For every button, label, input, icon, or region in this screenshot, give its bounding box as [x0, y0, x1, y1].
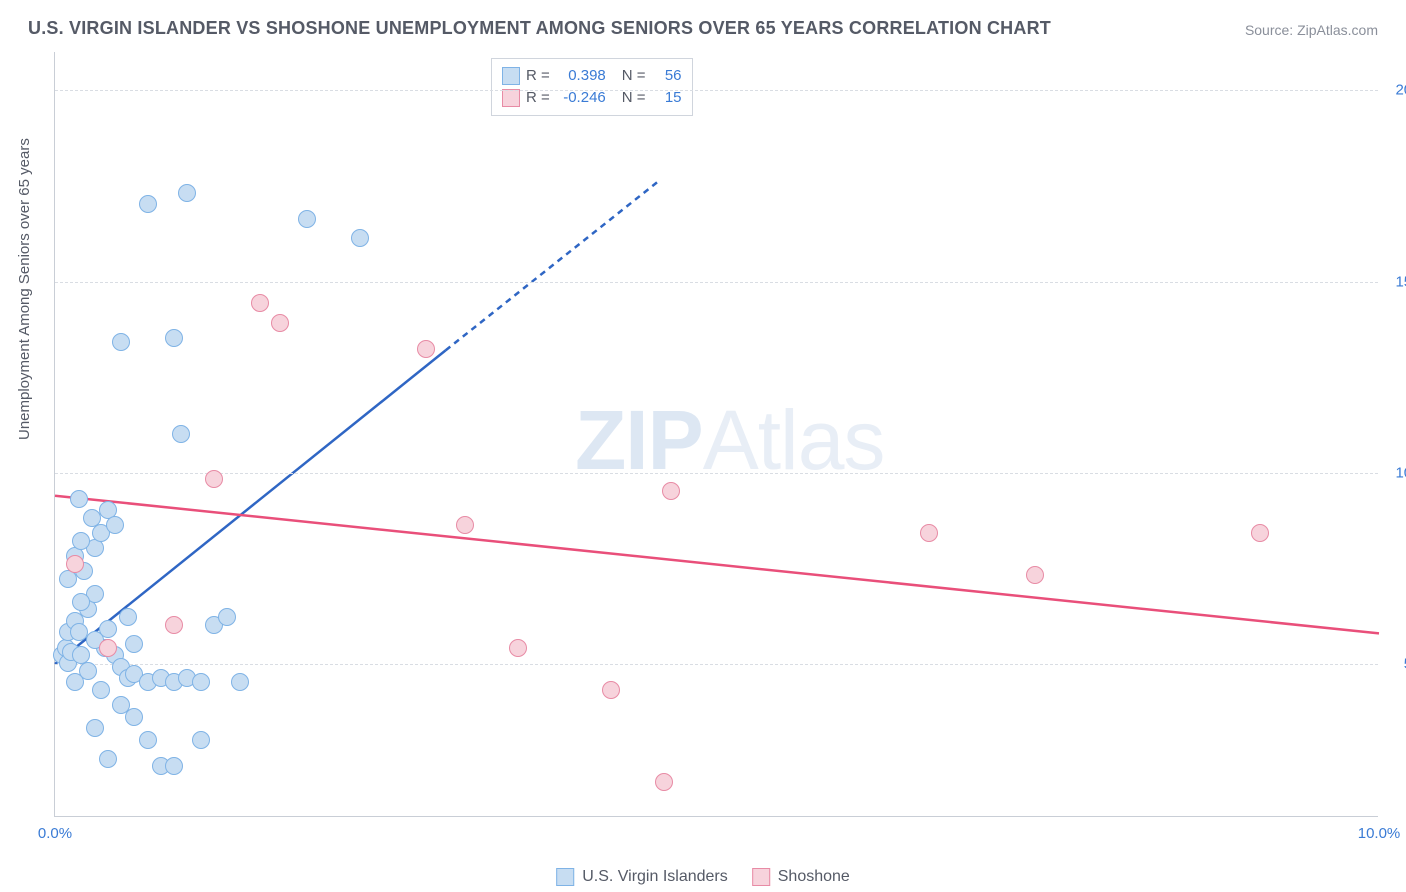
- legend-swatch: [502, 67, 520, 85]
- series-legend-item: U.S. Virgin Islanders: [556, 868, 728, 886]
- legend-swatch: [502, 89, 520, 107]
- data-point: [139, 195, 157, 213]
- data-point: [655, 773, 673, 791]
- data-point: [86, 719, 104, 737]
- data-point: [192, 673, 210, 691]
- chart-title: U.S. VIRGIN ISLANDER VS SHOSHONE UNEMPLO…: [28, 18, 1051, 39]
- legend-swatch: [556, 868, 574, 886]
- data-point: [218, 608, 236, 626]
- legend-r-value: 0.398: [556, 65, 606, 87]
- data-point: [1026, 566, 1044, 584]
- data-point: [251, 294, 269, 312]
- data-point: [66, 555, 84, 573]
- plot-area: ZIPAtlas R =0.398N =56R =-0.246N =15 5.0…: [54, 52, 1378, 817]
- stats-legend-row: R = 0.398 N = 56: [502, 65, 682, 87]
- gridline: [55, 90, 1378, 91]
- data-point: [165, 757, 183, 775]
- legend-n-value: 56: [652, 65, 682, 87]
- series-legend-item: Shoshone: [752, 868, 850, 886]
- data-point: [99, 620, 117, 638]
- data-point: [271, 314, 289, 332]
- data-point: [125, 708, 143, 726]
- data-point: [66, 673, 84, 691]
- chart-svg: [55, 52, 1378, 816]
- data-point: [509, 639, 527, 657]
- data-point: [119, 608, 137, 626]
- stats-legend: R =0.398N =56R =-0.246N =15: [491, 58, 693, 116]
- source-label: Source: ZipAtlas.com: [1245, 22, 1378, 38]
- data-point: [112, 333, 130, 351]
- data-point: [125, 635, 143, 653]
- y-tick-label: 15.0%: [1384, 273, 1406, 290]
- data-point: [456, 516, 474, 534]
- data-point: [1251, 524, 1269, 542]
- data-point: [192, 731, 210, 749]
- data-point: [417, 340, 435, 358]
- data-point: [178, 184, 196, 202]
- x-tick-label: 0.0%: [38, 825, 72, 842]
- series-legend: U.S. Virgin Islanders Shoshone: [556, 868, 850, 886]
- legend-n-label: N =: [622, 65, 646, 87]
- gridline: [55, 473, 1378, 474]
- data-point: [298, 210, 316, 228]
- data-point: [172, 425, 190, 443]
- gridline: [55, 664, 1378, 665]
- x-tick-label: 10.0%: [1358, 825, 1401, 842]
- data-point: [920, 524, 938, 542]
- data-point: [231, 673, 249, 691]
- data-point: [351, 229, 369, 247]
- data-point: [72, 593, 90, 611]
- legend-swatch: [752, 868, 770, 886]
- data-point: [602, 681, 620, 699]
- data-point: [99, 639, 117, 657]
- data-point: [165, 329, 183, 347]
- y-tick-label: 5.0%: [1384, 656, 1406, 673]
- data-point: [139, 731, 157, 749]
- data-point: [70, 490, 88, 508]
- legend-r-label: R =: [526, 65, 550, 87]
- gridline: [55, 282, 1378, 283]
- data-point: [106, 516, 124, 534]
- series-legend-label: Shoshone: [778, 868, 850, 886]
- data-point: [72, 532, 90, 550]
- data-point: [99, 750, 117, 768]
- data-point: [205, 470, 223, 488]
- series-legend-label: U.S. Virgin Islanders: [582, 868, 728, 886]
- data-point: [92, 681, 110, 699]
- y-axis-label: Unemployment Among Seniors over 65 years: [16, 138, 33, 440]
- data-point: [662, 482, 680, 500]
- y-tick-label: 10.0%: [1384, 464, 1406, 481]
- data-point: [165, 616, 183, 634]
- y-tick-label: 20.0%: [1384, 82, 1406, 99]
